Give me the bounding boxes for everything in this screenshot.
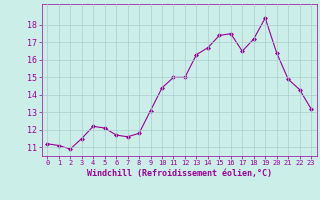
X-axis label: Windchill (Refroidissement éolien,°C): Windchill (Refroidissement éolien,°C) bbox=[87, 169, 272, 178]
